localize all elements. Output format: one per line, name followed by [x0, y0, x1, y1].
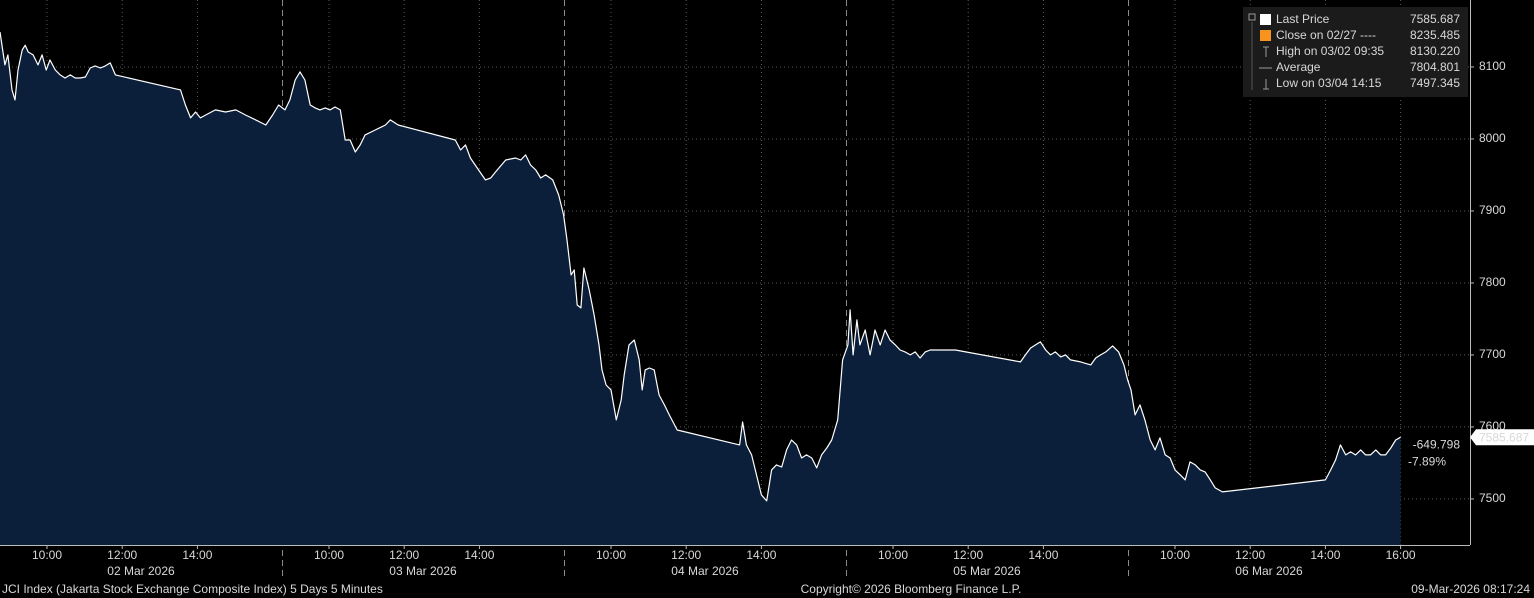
last-price-tag [1470, 429, 1534, 446]
session-date: 06 Mar 2026 [1235, 564, 1303, 578]
y-tick-label: 7800 [1479, 275, 1506, 289]
x-tick-label: 12:00 [389, 548, 419, 562]
legend-label: High on 03/02 09:35 [1276, 44, 1384, 58]
x-tick-label: 14:00 [1310, 548, 1340, 562]
x-tick-label: 12:00 [671, 548, 701, 562]
y-tick-label: 8000 [1479, 131, 1506, 145]
legend-value: 8235.485 [1410, 28, 1460, 42]
x-tick-label: 12:00 [107, 548, 137, 562]
x-tick-label: 12:00 [1235, 548, 1265, 562]
footer-center: Copyright© 2026 Bloomberg Finance L.P. [801, 582, 1022, 596]
price-line [0, 31, 1401, 502]
x-tick-label: 10:00 [878, 548, 908, 562]
x-tick-label: 14:00 [1028, 548, 1058, 562]
legend-swatch [1260, 14, 1271, 25]
y-tick-label: 8100 [1479, 59, 1506, 73]
change-percent: -7.89% [1408, 454, 1446, 468]
legend-value: 7804.801 [1410, 60, 1460, 74]
x-tick-label: 14:00 [464, 548, 494, 562]
legend-label: Low on 03/04 14:15 [1276, 76, 1382, 90]
y-tick-label: 7700 [1479, 347, 1506, 361]
legend: Last Price 7585.687 Close on 02/27 ---- 823… [1243, 7, 1468, 97]
x-tick-label: 10:00 [1160, 548, 1190, 562]
x-tick-label: 10:00 [596, 548, 626, 562]
x-tick-label: 16:00 [1386, 548, 1416, 562]
session-date: 04 Mar 2026 [671, 564, 739, 578]
session-date: 02 Mar 2026 [107, 564, 175, 578]
legend-label: Close on 02/27 ---- [1276, 28, 1376, 42]
y-tick-label: 7500 [1479, 491, 1506, 505]
legend-value: 7585.687 [1410, 12, 1460, 26]
x-tick-label: 14:00 [182, 548, 212, 562]
x-tick-label: 10:00 [314, 548, 344, 562]
legend-label: Average [1276, 60, 1321, 74]
x-tick-label: 12:00 [953, 548, 983, 562]
y-tick-label: 7900 [1479, 203, 1506, 217]
change-value: -649.798 [1413, 437, 1461, 451]
plot [0, 31, 1401, 545]
session-date: 03 Mar 2026 [389, 564, 457, 578]
session-date: 05 Mar 2026 [953, 564, 1021, 578]
footer-left: JCI Index (Jakarta Stock Exchange Compos… [2, 582, 383, 596]
legend-swatch [1260, 30, 1271, 41]
legend-collapse [1248, 13, 1256, 21]
legend-value: 7497.345 [1410, 76, 1460, 90]
legend-box [1243, 7, 1468, 97]
legend-symbol [1263, 46, 1269, 57]
legend-symbol [1263, 79, 1269, 90]
x-tick-label: 14:00 [746, 548, 776, 562]
footer-right: 09-Mar-2026 08:17:24 [1411, 582, 1530, 596]
last-price-label: 7585.687 [1479, 430, 1529, 444]
legend-label: Last Price [1276, 12, 1330, 26]
legend-value: 8130.220 [1410, 44, 1460, 58]
x-tick-label: 10:00 [32, 548, 62, 562]
area [0, 32, 1401, 545]
